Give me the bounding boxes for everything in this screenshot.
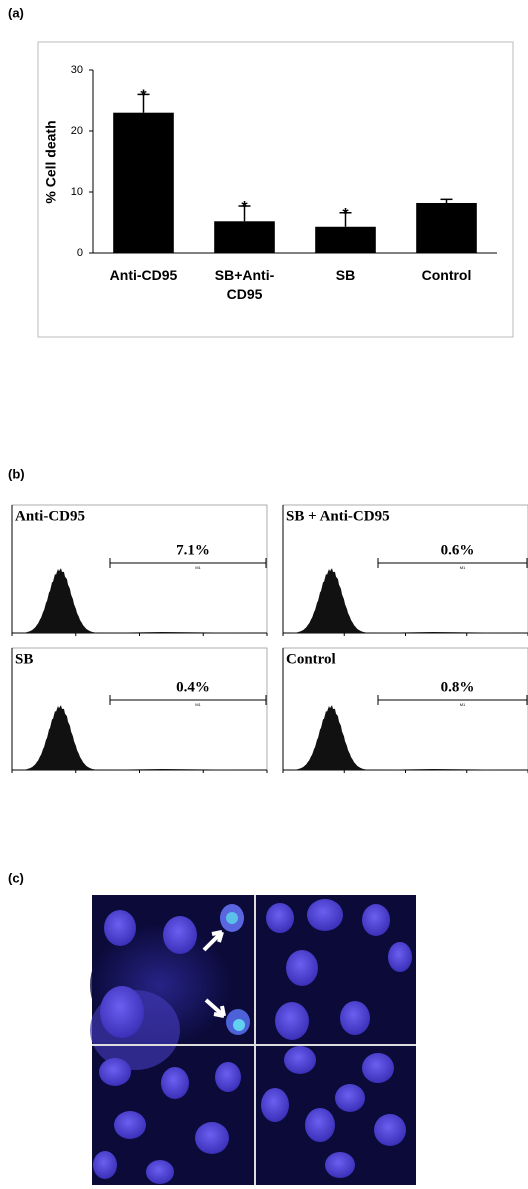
x-tick-label: Anti-CD95 <box>109 267 178 283</box>
significance-mark: * <box>241 199 248 216</box>
micrograph <box>90 895 416 1185</box>
histogram-shape <box>17 568 267 633</box>
bar <box>214 221 275 253</box>
significance-mark: * <box>342 206 349 223</box>
bar <box>113 112 174 253</box>
y-tick-label: 30 <box>71 64 83 76</box>
y-tick-label: 20 <box>71 125 83 137</box>
y-axis-label: % Cell death <box>43 120 59 203</box>
plot-title: Control <box>286 651 336 667</box>
histogram-shape <box>288 568 528 633</box>
x-tick-label: Control <box>421 267 472 283</box>
x-tick-label: SB+Anti-CD95 <box>214 267 275 302</box>
panel-label: (b) <box>8 466 25 481</box>
gate-name: M1 <box>195 702 201 707</box>
bar <box>315 226 376 253</box>
panel-label: (c) <box>8 870 24 885</box>
plot-title: SB <box>15 651 33 667</box>
gate-label: 0.4% <box>176 679 210 695</box>
plot-title: Anti-CD95 <box>15 508 85 524</box>
gate-label: 0.6% <box>441 542 475 558</box>
gate-name: M1 <box>195 565 201 570</box>
gate-label: 0.8% <box>441 679 475 695</box>
histogram-shape <box>17 705 267 770</box>
y-tick-label: 0 <box>77 247 83 259</box>
plot-title: SB + Anti-CD95 <box>286 508 390 524</box>
gate-name: M1 <box>460 565 466 570</box>
significance-mark: * <box>140 88 147 105</box>
chart-frame <box>37 41 514 338</box>
gate-name: M1 <box>460 702 466 707</box>
gate-label: 7.1% <box>176 542 210 558</box>
bar <box>416 202 477 253</box>
y-tick-label: 10 <box>71 186 83 198</box>
x-tick-label: SB <box>335 267 356 283</box>
histogram-shape <box>288 705 528 770</box>
panel-label: (a) <box>8 5 24 20</box>
